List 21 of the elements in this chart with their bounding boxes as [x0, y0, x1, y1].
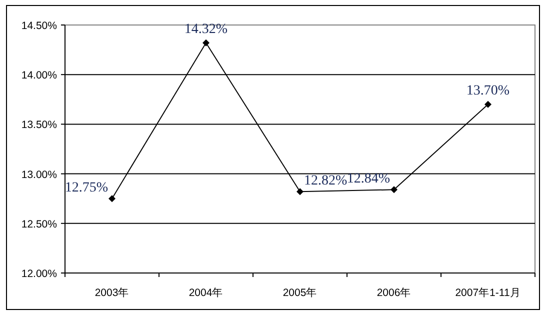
point [296, 188, 304, 196]
data-label: 12.84% [346, 172, 390, 187]
y-tick-label: 12.50% [21, 218, 57, 230]
x-tick-label: 2003年 [94, 287, 130, 299]
y-tick-label: 12.00% [21, 268, 57, 280]
y-tick-label: 14.50% [21, 20, 57, 32]
x-tick-label: 2006年 [376, 287, 412, 299]
y-tick-label: 14.00% [21, 70, 57, 82]
x-tick-label: 2004年 [188, 287, 224, 299]
y-tick-label: 13.00% [21, 168, 57, 181]
x-tick-label: 2007年1-11月 [455, 287, 521, 299]
point [202, 39, 210, 46]
y-tick-label: 13.50% [21, 119, 57, 132]
point [390, 186, 398, 194]
data-label: 12.82% [304, 174, 348, 189]
point [108, 195, 116, 202]
point [484, 100, 492, 108]
x-tick-label: 2005年 [282, 287, 318, 299]
data-label: 14.32% [184, 22, 228, 37]
data-label: 13.70% [466, 83, 510, 98]
data-label: 12.75% [64, 180, 108, 196]
